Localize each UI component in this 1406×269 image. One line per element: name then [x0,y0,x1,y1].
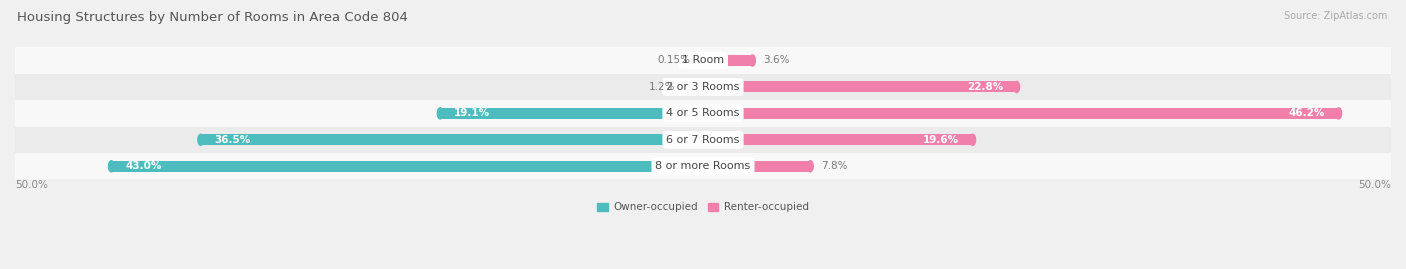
Bar [703,55,752,66]
Bar [702,55,703,66]
Text: 50.0%: 50.0% [15,180,48,190]
Bar [703,161,810,172]
Bar [703,134,973,145]
Text: 2 or 3 Rooms: 2 or 3 Rooms [666,82,740,92]
Text: Source: ZipAtlas.com: Source: ZipAtlas.com [1284,11,1388,21]
Bar [703,108,1339,119]
Bar [201,134,703,145]
Text: 36.5%: 36.5% [215,135,250,145]
Circle shape [700,108,706,119]
FancyBboxPatch shape [15,100,1391,127]
Bar [440,108,703,119]
Circle shape [683,82,689,93]
Bar [703,82,1017,93]
FancyBboxPatch shape [15,127,1391,153]
Circle shape [700,55,706,66]
Text: 22.8%: 22.8% [967,82,1002,92]
Legend: Owner-occupied, Renter-occupied: Owner-occupied, Renter-occupied [593,198,813,217]
FancyBboxPatch shape [15,74,1391,100]
Circle shape [697,55,704,66]
Text: Housing Structures by Number of Rooms in Area Code 804: Housing Structures by Number of Rooms in… [17,11,408,24]
Circle shape [700,161,706,172]
Text: 3.6%: 3.6% [763,55,790,65]
Circle shape [700,82,706,93]
FancyBboxPatch shape [15,153,1391,179]
Circle shape [700,82,706,93]
Text: 4 or 5 Rooms: 4 or 5 Rooms [666,108,740,118]
Bar [686,82,703,93]
Circle shape [1336,108,1341,119]
Circle shape [437,108,443,119]
Circle shape [198,134,204,145]
Circle shape [807,161,813,172]
Circle shape [700,108,706,119]
Circle shape [1014,82,1019,93]
Bar [111,161,703,172]
Text: 19.6%: 19.6% [922,135,959,145]
Circle shape [970,134,976,145]
Text: 6 or 7 Rooms: 6 or 7 Rooms [666,135,740,145]
Circle shape [700,161,706,172]
Text: 0.15%: 0.15% [657,55,690,65]
Text: 7.8%: 7.8% [821,161,848,171]
Text: 1 Room: 1 Room [682,55,724,65]
Circle shape [700,134,706,145]
FancyBboxPatch shape [15,47,1391,74]
Text: 50.0%: 50.0% [1358,180,1391,190]
Circle shape [749,55,755,66]
Circle shape [700,134,706,145]
Circle shape [700,55,706,66]
Text: 46.2%: 46.2% [1288,108,1324,118]
Circle shape [108,161,114,172]
Text: 8 or more Rooms: 8 or more Rooms [655,161,751,171]
Text: 19.1%: 19.1% [454,108,491,118]
Text: 1.2%: 1.2% [650,82,675,92]
Text: 43.0%: 43.0% [125,161,162,171]
